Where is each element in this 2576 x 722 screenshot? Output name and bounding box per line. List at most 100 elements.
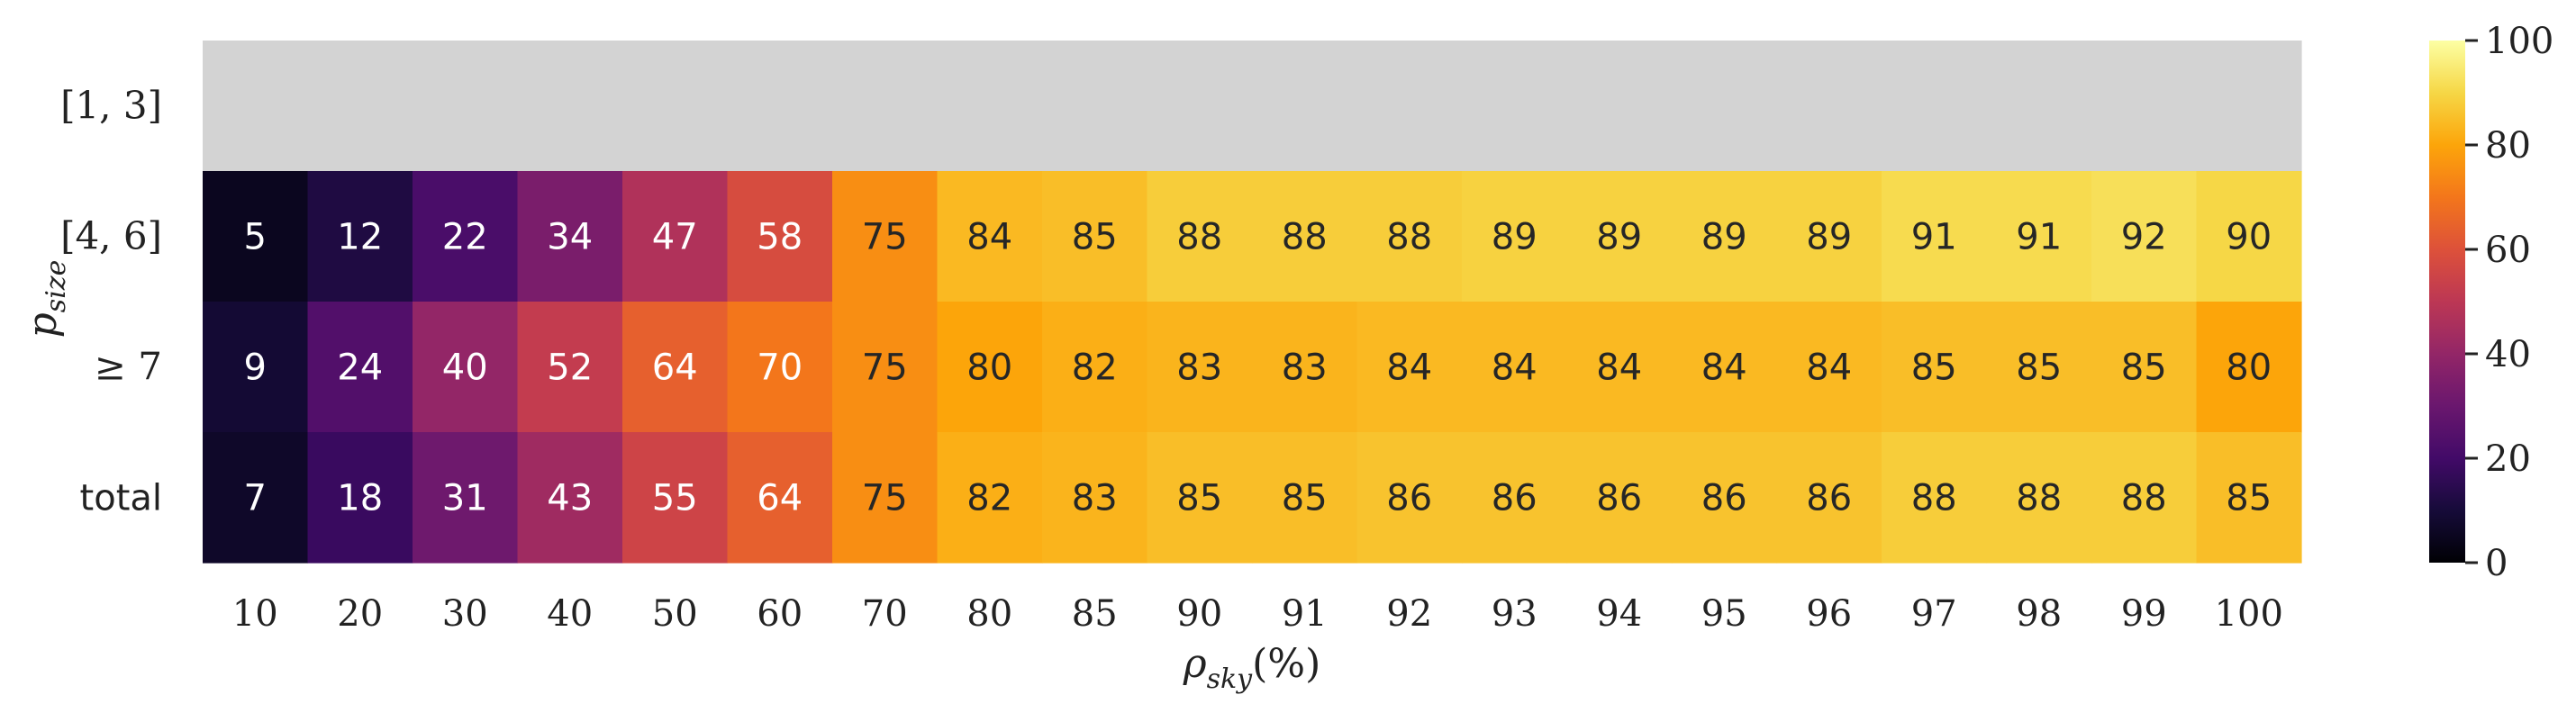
x-tick-label: 80 bbox=[966, 593, 1012, 635]
heatmap-cell-label: 89 bbox=[1806, 217, 1852, 258]
heatmap-cell bbox=[2196, 302, 2302, 433]
heatmap-cell bbox=[832, 41, 939, 172]
heatmap-cell-label: 75 bbox=[862, 217, 908, 258]
heatmap-cell bbox=[937, 432, 1043, 564]
heatmap-cell bbox=[1356, 432, 1463, 564]
heatmap-cell-label: 84 bbox=[1386, 347, 1432, 389]
y-tick-label: [1, 3] bbox=[60, 84, 162, 128]
heatmap-cell bbox=[2196, 171, 2302, 302]
heatmap-cell bbox=[1147, 171, 1253, 302]
heatmap-cell bbox=[1147, 41, 1253, 172]
heatmap-cell-label: 70 bbox=[757, 347, 803, 389]
x-tick-label: 91 bbox=[1282, 593, 1328, 635]
heatmap-cell bbox=[1042, 302, 1148, 433]
heatmap-cell bbox=[2091, 41, 2198, 172]
x-axis-label-main: ρ bbox=[1183, 641, 1207, 687]
heatmap-cell-label: 83 bbox=[1072, 478, 1118, 519]
heatmap-cell-label: 85 bbox=[1072, 217, 1118, 258]
heatmap-cell bbox=[1986, 432, 2092, 564]
heatmap-cell bbox=[1882, 41, 1988, 172]
heatmap-cell bbox=[307, 432, 413, 564]
heatmap-cell-label: 84 bbox=[966, 217, 1012, 258]
heatmap-cell-label: 88 bbox=[1282, 217, 1328, 258]
heatmap-cell-label: 34 bbox=[547, 217, 593, 258]
heatmap-cell bbox=[1042, 171, 1148, 302]
heatmap-cell-label: 85 bbox=[2121, 347, 2167, 389]
heatmap-cell-label: 89 bbox=[1701, 217, 1747, 258]
x-tick-label: 95 bbox=[1701, 593, 1747, 635]
x-tick-label: 85 bbox=[1072, 593, 1118, 635]
heatmap-cell bbox=[203, 171, 309, 302]
x-tick-label: 30 bbox=[442, 593, 488, 635]
heatmap-cell bbox=[937, 171, 1043, 302]
heatmap-cell-label: 84 bbox=[1701, 347, 1747, 389]
colorbar-tick-label: 80 bbox=[2485, 125, 2531, 167]
heatmap-cell bbox=[1147, 432, 1253, 564]
x-tick-label: 93 bbox=[1492, 593, 1537, 635]
colorbar-tick-label: 40 bbox=[2485, 334, 2531, 375]
heatmap-cell bbox=[413, 41, 519, 172]
y-tick-label: [4, 6] bbox=[60, 214, 162, 258]
heatmap-cell-label: 84 bbox=[1492, 347, 1537, 389]
heatmap-cell bbox=[307, 171, 413, 302]
heatmap-cell bbox=[1462, 41, 1568, 172]
heatmap-cell-label: 85 bbox=[2016, 347, 2062, 389]
colorbar-ticks: 0 20 40 60 80 100 bbox=[2465, 21, 2553, 584]
x-tick-label: 96 bbox=[1806, 593, 1852, 635]
heatmap-cell bbox=[727, 302, 833, 433]
y-axis-label-main: p bbox=[20, 312, 66, 338]
heatmap-cell-label: 75 bbox=[862, 347, 908, 389]
heatmap-cell bbox=[622, 41, 729, 172]
heatmap-cell bbox=[1882, 432, 1988, 564]
heatmap-cell-label: 88 bbox=[1386, 217, 1432, 258]
heatmap-cell bbox=[2091, 302, 2198, 433]
x-tick-label: 97 bbox=[1911, 593, 1957, 635]
heatmap-cell-label: 75 bbox=[862, 478, 908, 519]
heatmap-cell-label: 64 bbox=[652, 347, 698, 389]
x-tick-label: 90 bbox=[1176, 593, 1222, 635]
heatmap-cell-label: 85 bbox=[1911, 347, 1957, 389]
heatmap-cell bbox=[1462, 171, 1568, 302]
heatmap-cell bbox=[727, 432, 833, 564]
heatmap-cell-label: 5 bbox=[244, 217, 267, 258]
heatmap-cell bbox=[517, 432, 623, 564]
heatmap-cell bbox=[1566, 302, 1673, 433]
x-axis-label-sub: sky bbox=[1207, 663, 1254, 695]
x-tick-label: 40 bbox=[547, 593, 593, 635]
heatmap-cell bbox=[307, 41, 413, 172]
heatmap-cell bbox=[2091, 432, 2198, 564]
x-tick-label: 50 bbox=[652, 593, 698, 635]
heatmap-cell-label: 86 bbox=[1806, 478, 1852, 519]
colorbar-tick-label: 60 bbox=[2485, 230, 2531, 271]
heatmap-cell-label: 24 bbox=[337, 347, 383, 389]
heatmap-cell bbox=[1252, 171, 1358, 302]
heatmap-cell bbox=[1776, 432, 1882, 564]
heatmap-cell bbox=[1882, 171, 1988, 302]
heatmap-cell bbox=[203, 41, 309, 172]
heatmap-cell-label: 82 bbox=[966, 478, 1012, 519]
heatmap-cells bbox=[203, 41, 2302, 564]
heatmap-cell-label: 18 bbox=[337, 478, 383, 519]
heatmap-cell-label: 82 bbox=[1072, 347, 1118, 389]
heatmap-cell-label: 91 bbox=[2016, 217, 2062, 258]
heatmap-cell bbox=[1252, 302, 1358, 433]
heatmap-cell bbox=[517, 302, 623, 433]
heatmap-cell-label: 31 bbox=[442, 478, 488, 519]
heatmap-cell bbox=[1356, 171, 1463, 302]
heatmap-cell-label: 86 bbox=[1701, 478, 1747, 519]
heatmap-cell-label: 43 bbox=[547, 478, 593, 519]
heatmap-cell bbox=[1042, 41, 1148, 172]
heatmap-cell bbox=[832, 302, 939, 433]
heatmap-cell bbox=[1882, 302, 1988, 433]
x-tick-label: 70 bbox=[862, 593, 908, 635]
heatmap-cell bbox=[1252, 432, 1358, 564]
heatmap-cell-label: 85 bbox=[2226, 478, 2272, 519]
heatmap-cell bbox=[413, 171, 519, 302]
heatmap-cell bbox=[1356, 302, 1463, 433]
heatmap-cell-label: 88 bbox=[1176, 217, 1222, 258]
heatmap-cell-label: 86 bbox=[1596, 478, 1642, 519]
x-axis-label: ρsky(%) bbox=[1183, 641, 1321, 695]
heatmap-cell bbox=[1776, 41, 1882, 172]
heatmap-cell-label: 47 bbox=[652, 217, 698, 258]
heatmap-cell bbox=[2196, 41, 2302, 172]
